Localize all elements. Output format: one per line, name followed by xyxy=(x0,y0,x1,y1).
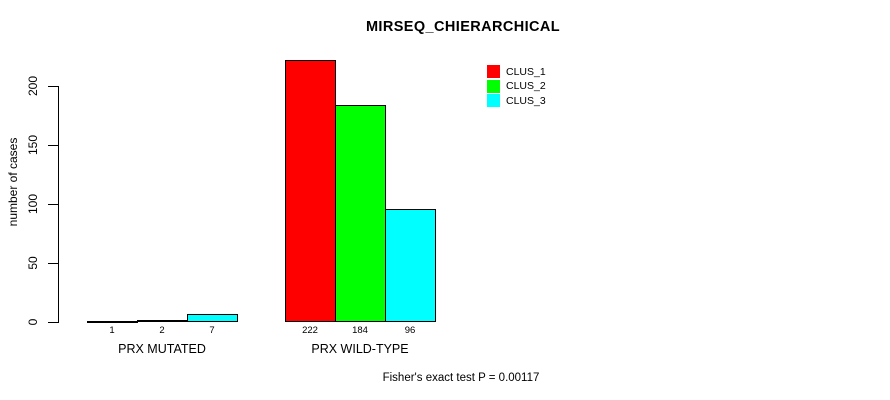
y-axis-title: number of cases xyxy=(6,137,20,227)
bar-value-label: 184 xyxy=(352,325,368,336)
legend-item: CLUS_3 xyxy=(487,94,546,107)
bar-clus-3-prx-mutated xyxy=(187,313,238,322)
bar-clus-1-prx-mutated xyxy=(87,320,138,323)
bar-clus-2-prx-wild-type xyxy=(335,104,386,322)
y-axis-tick xyxy=(48,86,58,88)
bar-value-label: 222 xyxy=(302,325,318,336)
legend-label: CLUS_1 xyxy=(506,65,546,78)
y-axis-tick xyxy=(48,204,58,206)
y-axis-tick xyxy=(48,263,58,265)
legend-label: CLUS_2 xyxy=(506,80,546,92)
bar-clus-3-prx-wild-type xyxy=(385,208,436,322)
legend-color-swatch-icon xyxy=(487,94,500,107)
x-category-label: PRX MUTATED xyxy=(118,342,206,356)
legend-color-swatch-icon xyxy=(487,65,500,78)
y-axis-tick-label: 100 xyxy=(26,193,40,215)
chart-title: MIRSEQ_CHIERARCHICAL xyxy=(365,19,561,35)
fisher-test-annotation: Fisher's exact test P = 0.00117 xyxy=(382,372,540,384)
y-axis-tick xyxy=(48,322,58,324)
bar-value-label: 1 xyxy=(109,325,115,336)
legend-item: CLUS_2 xyxy=(487,79,546,93)
y-axis-tick-label: 150 xyxy=(26,134,40,156)
legend-item: CLUS_1 xyxy=(487,65,546,78)
bar-clus-1-prx-wild-type xyxy=(285,60,336,322)
bar-value-label: 7 xyxy=(209,325,215,336)
bar-value-label: 96 xyxy=(404,325,416,336)
y-axis-tick-label: 50 xyxy=(26,256,40,270)
legend: CLUS_1 CLUS_2 CLUS_3 xyxy=(487,65,546,109)
y-axis-line xyxy=(58,86,60,323)
y-axis-tick-label: 200 xyxy=(26,75,40,97)
legend-label: CLUS_3 xyxy=(506,94,546,107)
y-axis-tick-label: 0 xyxy=(26,318,40,326)
bar-value-label: 2 xyxy=(159,325,165,336)
bar-clus-2-prx-mutated xyxy=(137,319,188,322)
x-category-label: PRX WILD-TYPE xyxy=(311,342,409,356)
legend-color-swatch-icon xyxy=(487,79,500,93)
y-axis-tick xyxy=(48,145,58,147)
